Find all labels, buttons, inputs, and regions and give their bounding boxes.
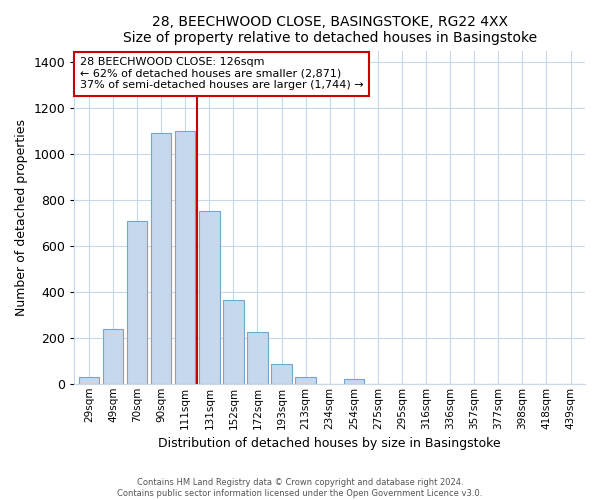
Text: 28 BEECHWOOD CLOSE: 126sqm
← 62% of detached houses are smaller (2,871)
37% of s: 28 BEECHWOOD CLOSE: 126sqm ← 62% of deta… (80, 57, 363, 90)
Bar (151, 134, 172, 384)
Title: 28, BEECHWOOD CLOSE, BASINGSTOKE, RG22 4XX
Size of property relative to detached: 28, BEECHWOOD CLOSE, BASINGSTOKE, RG22 4… (122, 15, 537, 45)
Y-axis label: Number of detached properties: Number of detached properties (15, 118, 28, 316)
Bar (79, 377, 99, 384)
Bar (199, 212, 220, 384)
Bar (295, 377, 316, 384)
Bar (127, 220, 148, 384)
Bar (223, 300, 244, 384)
Text: Contains HM Land Registry data © Crown copyright and database right 2024.
Contai: Contains HM Land Registry data © Crown c… (118, 478, 482, 498)
Bar (247, 332, 268, 384)
X-axis label: Distribution of detached houses by size in Basingstoke: Distribution of detached houses by size … (158, 437, 501, 450)
Bar (175, 131, 196, 384)
Bar (103, 328, 123, 384)
Bar (344, 379, 364, 384)
Bar (271, 364, 292, 384)
